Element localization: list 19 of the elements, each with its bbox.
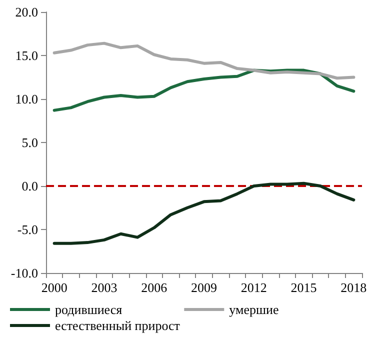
x-tick-label: 2012 <box>240 280 267 295</box>
x-tick-label: 2003 <box>91 280 118 295</box>
y-tick-label: 10.0 <box>15 92 38 106</box>
line-series <box>52 42 356 80</box>
y-tick-label: 5.0 <box>22 135 38 150</box>
x-tick-label: 2018 <box>340 280 367 295</box>
line-series <box>52 182 356 245</box>
x-tick-label: 2006 <box>141 280 168 295</box>
y-tick-label: 0.0 <box>22 178 38 194</box>
y-tick-label: 15.0 <box>15 48 38 63</box>
x-tick-label: 2015 <box>290 280 317 295</box>
y-tick-label: -10.0 <box>10 266 38 280</box>
y-tick-label: 20.0 <box>15 4 38 20</box>
x-tick-label: 2000 <box>41 280 68 295</box>
legend-label: умершие <box>229 302 279 317</box>
legend-label: родившиеся <box>55 302 122 317</box>
legend-label: естественный прирост <box>55 318 180 333</box>
x-tick-label: 2009 <box>191 280 217 295</box>
y-tick-label: -5.0 <box>17 222 38 237</box>
